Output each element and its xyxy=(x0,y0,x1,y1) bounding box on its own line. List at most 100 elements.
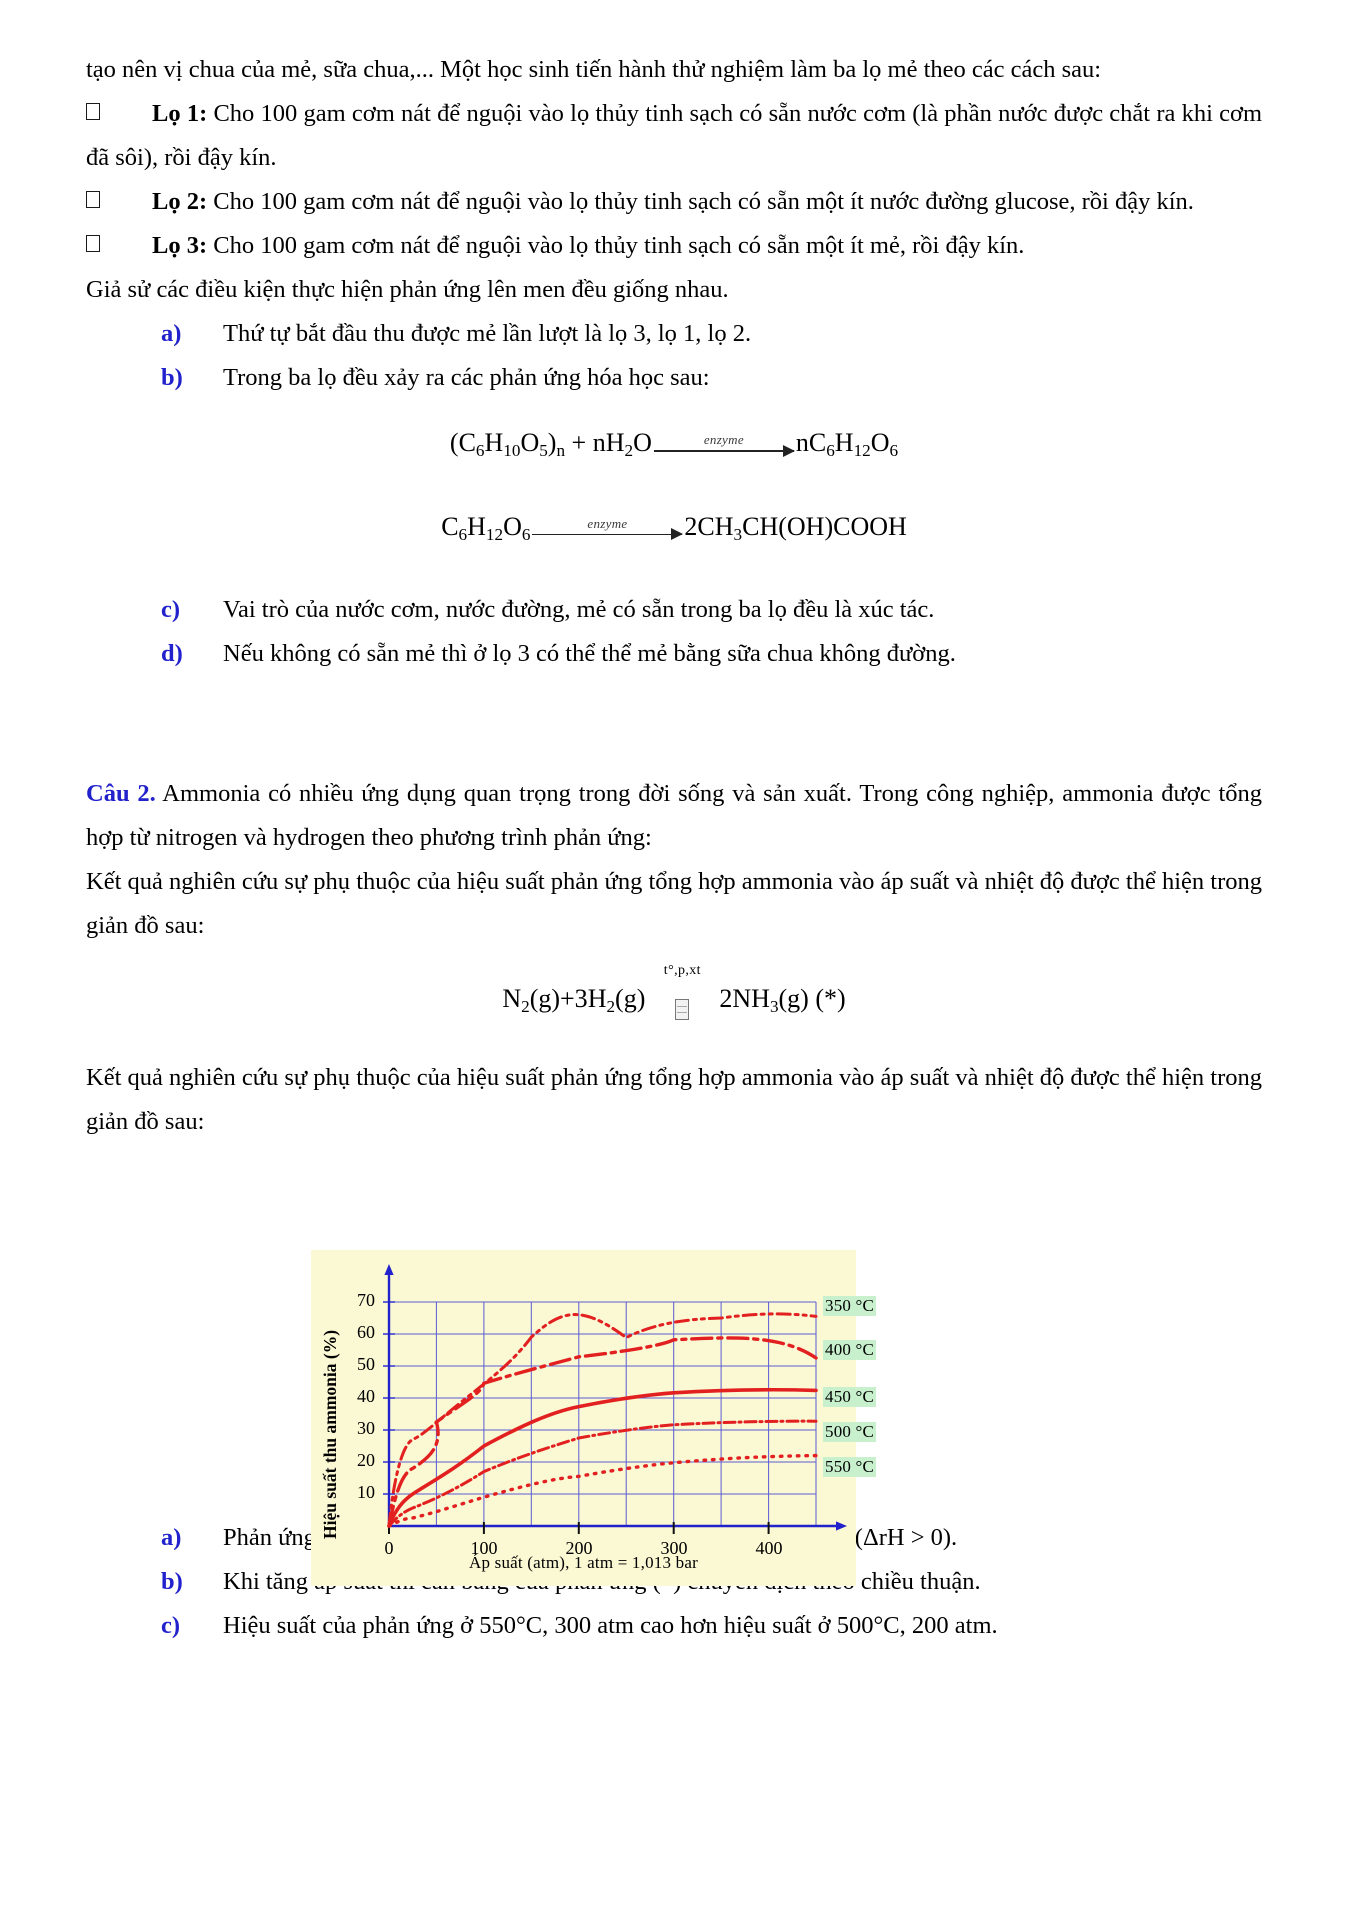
x-tick-200: 200 xyxy=(565,1538,593,1558)
assumption-paragraph: Giả sử các điều kiện thực hiện phản ứng … xyxy=(86,276,729,303)
eq1-water-h: H xyxy=(605,428,625,457)
eq1-hydrogen-sub: 10 xyxy=(503,440,521,460)
chart-series-group xyxy=(387,1312,818,1528)
y-tick-70: 70 xyxy=(357,1290,375,1310)
eq1-oxygen-sub: 5 xyxy=(539,440,548,460)
q1-item-d-label: d) xyxy=(161,639,183,667)
q2-heading-paragraph: Câu 2. Ammonia có nhiều ứng dụng quan tr… xyxy=(86,772,1262,860)
chart-inner: Hiệu suất thu ammonia (%) xyxy=(311,1250,877,1586)
eq3-product-state: (g) xyxy=(778,983,809,1013)
jar-2-label: Lọ 2: xyxy=(152,188,208,215)
eq1-right-o: O xyxy=(870,428,890,457)
y-tick-40: 40 xyxy=(357,1386,375,1406)
y-tick-10: 10 xyxy=(357,1482,375,1502)
legend-500c: 500 °C xyxy=(823,1422,877,1442)
eq3-conditions-label: t°,p,xt xyxy=(663,962,701,978)
equation-hydrolysis: (C6H10O5)n + nH2O enzyme nC6H12O6 xyxy=(86,414,1262,480)
q2-lead-text-1: Kết quả nghiên cứu sự phụ thuộc của hiệu… xyxy=(86,867,1262,939)
jar-1-paragraph: Lọ 1: Cho 100 gam cơm nát để nguội vào l… xyxy=(86,92,1262,180)
chart-axes xyxy=(383,1264,847,1534)
eq1-plus: + n xyxy=(565,428,606,457)
q2-heading-label: Câu 2. xyxy=(86,779,156,807)
q2-item-c-text: Hiệu suất của phản ứng ở 550°C, 300 atm … xyxy=(223,1611,998,1639)
missing-glyph-icon xyxy=(675,998,690,1020)
eq2-oxygen-sub: 6 xyxy=(521,524,531,544)
chart-svg xyxy=(383,1264,847,1534)
eq1-catalyst-label: enzyme xyxy=(703,432,744,448)
reaction-arrow-icon: enzyme xyxy=(532,515,684,541)
eq1-right-h-sub: 12 xyxy=(853,440,871,460)
bullet-square-icon xyxy=(86,235,100,252)
q2-item-c: c) Hiệu suất của phản ứng ở 550°C, 300 a… xyxy=(86,1604,1262,1648)
q1-item-d: d) Nếu không có sẵn mẻ thì ở lọ 3 có thể… xyxy=(86,632,1262,676)
eq3-plus: +3 xyxy=(560,983,588,1013)
eq1-right-c: C xyxy=(808,428,827,457)
eq3-star-marker: (*) xyxy=(815,983,846,1013)
jar-3-text: Cho 100 gam cơm nát để nguội vào lọ thủy… xyxy=(207,232,1025,259)
eq1-close-paren: ) xyxy=(547,428,557,457)
intro-paragraph: tạo nên vị chua của mẻ, sữa chua,... Một… xyxy=(86,56,1102,83)
eq1-carbon: C xyxy=(458,428,476,457)
eq1-right-n: n xyxy=(795,428,809,457)
jar-1-label: Lọ 1: xyxy=(152,100,208,127)
jar-3-label: Lọ 3: xyxy=(152,232,208,259)
ammonia-yield-chart: Hiệu suất thu ammonia (%) xyxy=(311,1250,877,1586)
x-tick-0: 0 xyxy=(384,1538,394,1558)
q2-lead-paragraph-2: Kết quả nghiên cứu sự phụ thuộc của hiệu… xyxy=(86,1056,1262,1144)
q1-item-a: a) Thứ tự bắt đầu thu được mẻ lần lượt l… xyxy=(86,312,1262,356)
legend-450c: 450 °C xyxy=(823,1387,877,1407)
q1-item-c-label: c) xyxy=(161,595,181,623)
chart-x-axis-caption: Áp suất (atm), 1 atm = 1,013 bar xyxy=(469,1553,698,1572)
arrow-shaft-icon xyxy=(532,528,684,541)
document-body: tạo nên vị chua của mẻ, sữa chua,... Một… xyxy=(86,48,1262,1648)
eq3-hydrogen-state: (g) xyxy=(615,983,646,1013)
q2-lead-paragraph-1: Kết quả nghiên cứu sự phụ thuộc của hiệu… xyxy=(86,860,1262,948)
q1-item-d-text: Nếu không có sẵn mẻ thì ở lọ 3 có thể th… xyxy=(223,639,956,667)
eq2-hydrogen-sub: 12 xyxy=(485,524,504,544)
series-550c-line xyxy=(387,1453,818,1528)
eq3-hydrogen: H xyxy=(587,983,607,1013)
q1-item-b: b) Trong ba lọ đều xảy ra các phản ứng h… xyxy=(86,356,1262,400)
eq2-product-rest: CH(OH)COOH xyxy=(742,511,907,541)
equation-fermentation: C6H12O6 enzyme 2CH3CH(OH)COOH xyxy=(86,498,1262,564)
eq1-open-paren: ( xyxy=(449,428,459,457)
jar-1-text: Cho 100 gam cơm nát để nguội vào lọ thủy… xyxy=(86,100,1263,171)
eq2-catalyst-label: enzyme xyxy=(587,515,628,531)
q1-item-c: c) Vai trò của nước cơm, nước đường, mẻ … xyxy=(86,588,1262,632)
eq1-oxygen: O xyxy=(520,428,540,457)
eq3-nitrogen-sub: 2 xyxy=(521,996,530,1016)
x-tick-300: 300 xyxy=(660,1538,688,1558)
eq3-hydrogen-sub: 2 xyxy=(606,996,616,1016)
eq2-carbon: C xyxy=(441,511,459,541)
eq2-product-coef: 2CH xyxy=(684,511,734,541)
y-tick-50: 50 xyxy=(357,1354,375,1374)
series-350c-line xyxy=(387,1312,818,1528)
bullet-square-icon xyxy=(86,191,100,208)
q2-item-a-label: a) xyxy=(161,1523,182,1551)
y-tick-30: 30 xyxy=(357,1418,375,1438)
chart-gridlines xyxy=(389,1301,817,1526)
eq3-nitrogen: N xyxy=(502,983,522,1013)
jar-3-paragraph: Lọ 3: Cho 100 gam cơm nát để nguội vào l… xyxy=(86,224,1262,268)
legend-550c: 550 °C xyxy=(823,1457,877,1477)
eq1-water-o: O xyxy=(633,428,652,457)
equation-ammonia-synthesis: N2(g)+3H2(g) t°,p,xt 2NH3(g) (*) xyxy=(86,962,1262,1038)
q1-item-c-text: Vai trò của nước cơm, nước đường, mẻ có … xyxy=(223,595,935,623)
eq2-oxygen: O xyxy=(503,511,522,541)
bullet-square-icon xyxy=(86,103,100,120)
q1-item-b-label: b) xyxy=(161,364,183,391)
q1-item-a-text: Thứ tự bắt đầu thu được mẻ lần lượt là l… xyxy=(223,320,752,347)
eq2-product-sub: 3 xyxy=(733,524,743,544)
series-500c-line xyxy=(387,1419,818,1528)
reaction-arrow-icon: enzyme xyxy=(653,432,795,457)
eq2-carbon-sub: 6 xyxy=(458,524,468,544)
eq1-right-o-sub: 6 xyxy=(889,440,899,460)
q2-heading-text: Ammonia có nhiều ứng dụng quan trọng tro… xyxy=(86,779,1262,851)
x-tick-100: 100 xyxy=(470,1538,498,1558)
eq1-n-sub: n xyxy=(556,440,566,460)
eq3-product-sub: 3 xyxy=(769,996,779,1016)
eq1-right-c-sub: 6 xyxy=(826,440,835,460)
q1-item-b-text: Trong ba lọ đều xảy ra các phản ứng hóa … xyxy=(223,364,710,391)
x-tick-400: 400 xyxy=(755,1538,783,1558)
series-400c-line xyxy=(387,1336,818,1528)
